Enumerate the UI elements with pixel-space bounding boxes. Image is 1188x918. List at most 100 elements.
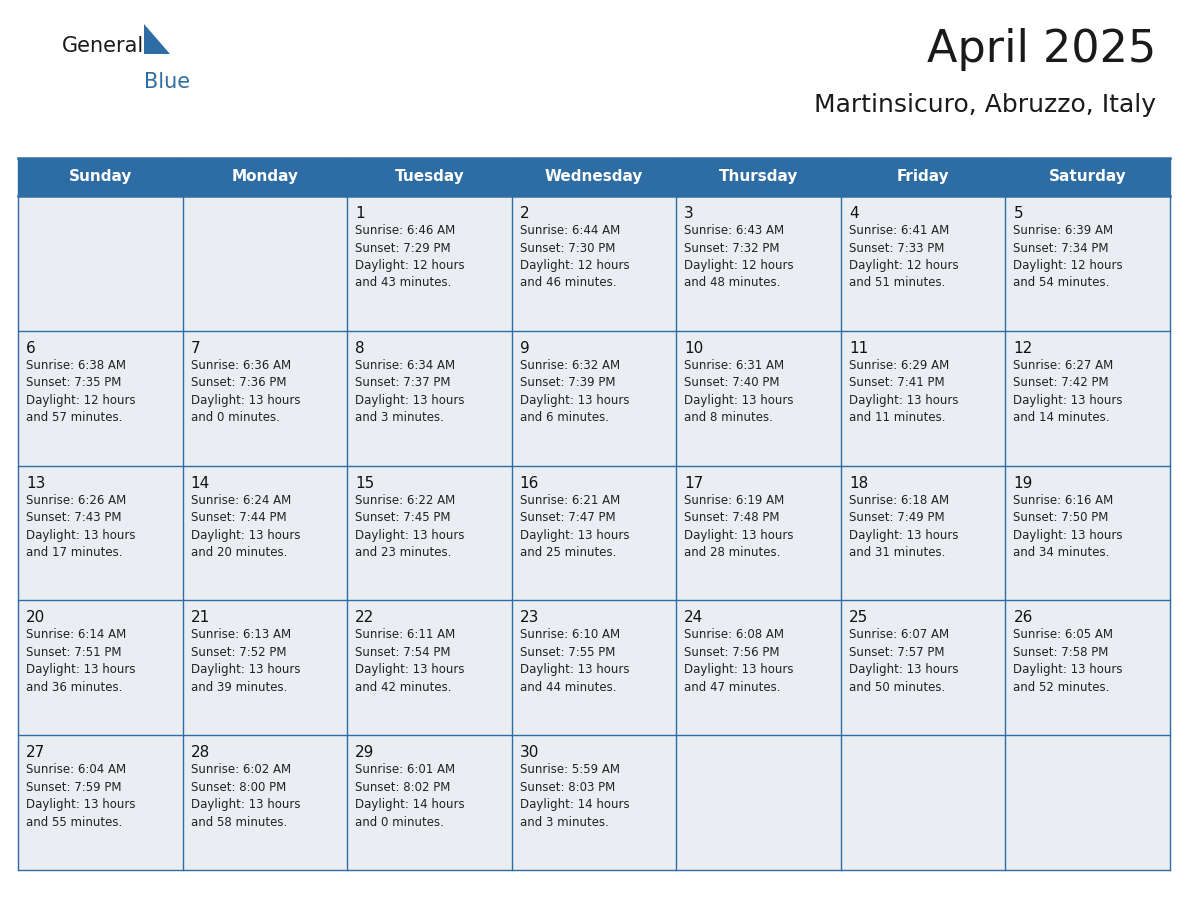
Text: Thursday: Thursday (719, 170, 798, 185)
Polygon shape (144, 24, 170, 54)
Bar (347, 465, 512, 600)
Bar (676, 465, 841, 600)
Text: 5: 5 (1013, 206, 1023, 221)
Text: 11: 11 (849, 341, 868, 356)
Bar (1005, 465, 1170, 600)
Text: Sunrise: 6:22 AM
Sunset: 7:45 PM
Daylight: 13 hours
and 23 minutes.: Sunrise: 6:22 AM Sunset: 7:45 PM Dayligh… (355, 494, 465, 559)
Text: Sunrise: 6:34 AM
Sunset: 7:37 PM
Daylight: 13 hours
and 3 minutes.: Sunrise: 6:34 AM Sunset: 7:37 PM Dayligh… (355, 359, 465, 424)
Bar (1005, 196, 1170, 330)
Text: Sunrise: 6:14 AM
Sunset: 7:51 PM
Daylight: 13 hours
and 36 minutes.: Sunrise: 6:14 AM Sunset: 7:51 PM Dayligh… (26, 629, 135, 694)
Text: General: General (62, 36, 144, 56)
Text: 16: 16 (519, 476, 539, 490)
Text: Sunrise: 6:08 AM
Sunset: 7:56 PM
Daylight: 13 hours
and 47 minutes.: Sunrise: 6:08 AM Sunset: 7:56 PM Dayligh… (684, 629, 794, 694)
Bar (676, 196, 841, 330)
Text: 1: 1 (355, 206, 365, 221)
Text: Sunrise: 6:39 AM
Sunset: 7:34 PM
Daylight: 12 hours
and 54 minutes.: Sunrise: 6:39 AM Sunset: 7:34 PM Dayligh… (1013, 224, 1123, 289)
Text: Sunrise: 6:13 AM
Sunset: 7:52 PM
Daylight: 13 hours
and 39 minutes.: Sunrise: 6:13 AM Sunset: 7:52 PM Dayligh… (190, 629, 301, 694)
Text: Wednesday: Wednesday (545, 170, 643, 185)
Text: 10: 10 (684, 341, 703, 356)
Text: April 2025: April 2025 (927, 28, 1156, 71)
Bar (1005, 600, 1170, 735)
Text: Sunrise: 6:04 AM
Sunset: 7:59 PM
Daylight: 13 hours
and 55 minutes.: Sunrise: 6:04 AM Sunset: 7:59 PM Dayligh… (26, 763, 135, 829)
Text: Sunrise: 6:21 AM
Sunset: 7:47 PM
Daylight: 13 hours
and 25 minutes.: Sunrise: 6:21 AM Sunset: 7:47 PM Dayligh… (519, 494, 630, 559)
Bar (347, 196, 512, 330)
Text: 17: 17 (684, 476, 703, 490)
Text: Sunrise: 6:32 AM
Sunset: 7:39 PM
Daylight: 13 hours
and 6 minutes.: Sunrise: 6:32 AM Sunset: 7:39 PM Dayligh… (519, 359, 630, 424)
Text: Sunrise: 6:16 AM
Sunset: 7:50 PM
Daylight: 13 hours
and 34 minutes.: Sunrise: 6:16 AM Sunset: 7:50 PM Dayligh… (1013, 494, 1123, 559)
Bar (18, 600, 183, 735)
Text: 9: 9 (519, 341, 530, 356)
Text: 12: 12 (1013, 341, 1032, 356)
Text: Sunrise: 6:31 AM
Sunset: 7:40 PM
Daylight: 13 hours
and 8 minutes.: Sunrise: 6:31 AM Sunset: 7:40 PM Dayligh… (684, 359, 794, 424)
Text: Sunrise: 6:44 AM
Sunset: 7:30 PM
Daylight: 12 hours
and 46 minutes.: Sunrise: 6:44 AM Sunset: 7:30 PM Dayligh… (519, 224, 630, 289)
Bar (347, 735, 512, 870)
Text: Blue: Blue (144, 72, 190, 92)
Text: Sunrise: 6:41 AM
Sunset: 7:33 PM
Daylight: 12 hours
and 51 minutes.: Sunrise: 6:41 AM Sunset: 7:33 PM Dayligh… (849, 224, 959, 289)
Bar (347, 330, 512, 465)
Bar (676, 330, 841, 465)
Text: 19: 19 (1013, 476, 1032, 490)
Text: 26: 26 (1013, 610, 1032, 625)
Bar (1005, 735, 1170, 870)
Bar (183, 600, 347, 735)
Text: 4: 4 (849, 206, 859, 221)
Text: 29: 29 (355, 745, 374, 760)
Text: 30: 30 (519, 745, 539, 760)
Text: 22: 22 (355, 610, 374, 625)
Bar (18, 465, 183, 600)
Text: 27: 27 (26, 745, 45, 760)
Text: Sunrise: 6:02 AM
Sunset: 8:00 PM
Daylight: 13 hours
and 58 minutes.: Sunrise: 6:02 AM Sunset: 8:00 PM Dayligh… (190, 763, 301, 829)
Bar (676, 735, 841, 870)
Bar (512, 600, 676, 735)
Bar (841, 330, 1005, 465)
Text: Sunrise: 6:07 AM
Sunset: 7:57 PM
Daylight: 13 hours
and 50 minutes.: Sunrise: 6:07 AM Sunset: 7:57 PM Dayligh… (849, 629, 959, 694)
Bar (841, 600, 1005, 735)
Text: Sunrise: 6:24 AM
Sunset: 7:44 PM
Daylight: 13 hours
and 20 minutes.: Sunrise: 6:24 AM Sunset: 7:44 PM Dayligh… (190, 494, 301, 559)
Bar (183, 196, 347, 330)
Text: 3: 3 (684, 206, 694, 221)
Bar (347, 600, 512, 735)
Text: 7: 7 (190, 341, 201, 356)
Text: 14: 14 (190, 476, 210, 490)
Text: 24: 24 (684, 610, 703, 625)
Bar (183, 735, 347, 870)
Bar (512, 330, 676, 465)
Text: Saturday: Saturday (1049, 170, 1126, 185)
Bar (841, 465, 1005, 600)
Text: Sunrise: 6:43 AM
Sunset: 7:32 PM
Daylight: 12 hours
and 48 minutes.: Sunrise: 6:43 AM Sunset: 7:32 PM Dayligh… (684, 224, 794, 289)
Text: 28: 28 (190, 745, 210, 760)
Bar (18, 330, 183, 465)
Text: Sunrise: 6:01 AM
Sunset: 8:02 PM
Daylight: 14 hours
and 0 minutes.: Sunrise: 6:01 AM Sunset: 8:02 PM Dayligh… (355, 763, 465, 829)
Text: Sunrise: 6:36 AM
Sunset: 7:36 PM
Daylight: 13 hours
and 0 minutes.: Sunrise: 6:36 AM Sunset: 7:36 PM Dayligh… (190, 359, 301, 424)
Text: 23: 23 (519, 610, 539, 625)
Text: Tuesday: Tuesday (394, 170, 465, 185)
Bar (183, 330, 347, 465)
Text: Sunrise: 6:29 AM
Sunset: 7:41 PM
Daylight: 13 hours
and 11 minutes.: Sunrise: 6:29 AM Sunset: 7:41 PM Dayligh… (849, 359, 959, 424)
Text: 15: 15 (355, 476, 374, 490)
Bar (18, 735, 183, 870)
Text: Sunrise: 6:11 AM
Sunset: 7:54 PM
Daylight: 13 hours
and 42 minutes.: Sunrise: 6:11 AM Sunset: 7:54 PM Dayligh… (355, 629, 465, 694)
Bar (841, 196, 1005, 330)
Bar (1005, 330, 1170, 465)
Text: Sunrise: 6:19 AM
Sunset: 7:48 PM
Daylight: 13 hours
and 28 minutes.: Sunrise: 6:19 AM Sunset: 7:48 PM Dayligh… (684, 494, 794, 559)
Text: Sunrise: 6:05 AM
Sunset: 7:58 PM
Daylight: 13 hours
and 52 minutes.: Sunrise: 6:05 AM Sunset: 7:58 PM Dayligh… (1013, 629, 1123, 694)
Text: Sunrise: 6:10 AM
Sunset: 7:55 PM
Daylight: 13 hours
and 44 minutes.: Sunrise: 6:10 AM Sunset: 7:55 PM Dayligh… (519, 629, 630, 694)
Text: Sunrise: 6:18 AM
Sunset: 7:49 PM
Daylight: 13 hours
and 31 minutes.: Sunrise: 6:18 AM Sunset: 7:49 PM Dayligh… (849, 494, 959, 559)
Text: 21: 21 (190, 610, 210, 625)
Text: Sunrise: 6:46 AM
Sunset: 7:29 PM
Daylight: 12 hours
and 43 minutes.: Sunrise: 6:46 AM Sunset: 7:29 PM Dayligh… (355, 224, 465, 289)
Text: Sunrise: 6:38 AM
Sunset: 7:35 PM
Daylight: 12 hours
and 57 minutes.: Sunrise: 6:38 AM Sunset: 7:35 PM Dayligh… (26, 359, 135, 424)
Text: Sunrise: 5:59 AM
Sunset: 8:03 PM
Daylight: 14 hours
and 3 minutes.: Sunrise: 5:59 AM Sunset: 8:03 PM Dayligh… (519, 763, 630, 829)
Text: 13: 13 (26, 476, 45, 490)
Text: 8: 8 (355, 341, 365, 356)
Bar (676, 600, 841, 735)
Text: 25: 25 (849, 610, 868, 625)
Text: Sunrise: 6:26 AM
Sunset: 7:43 PM
Daylight: 13 hours
and 17 minutes.: Sunrise: 6:26 AM Sunset: 7:43 PM Dayligh… (26, 494, 135, 559)
Bar (512, 465, 676, 600)
Text: Sunrise: 6:27 AM
Sunset: 7:42 PM
Daylight: 13 hours
and 14 minutes.: Sunrise: 6:27 AM Sunset: 7:42 PM Dayligh… (1013, 359, 1123, 424)
Bar (183, 465, 347, 600)
Text: Monday: Monday (232, 170, 298, 185)
Text: Friday: Friday (897, 170, 949, 185)
Bar (512, 735, 676, 870)
Bar (18, 158, 1170, 196)
Text: 6: 6 (26, 341, 36, 356)
